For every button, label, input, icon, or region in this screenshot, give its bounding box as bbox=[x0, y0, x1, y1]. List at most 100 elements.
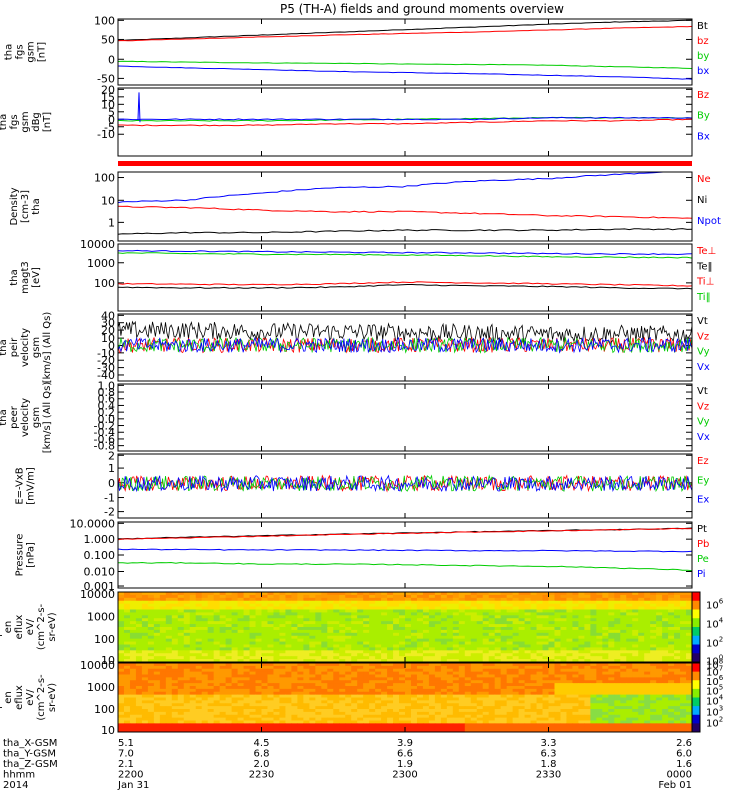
spectrogram-cell bbox=[584, 677, 591, 681]
spectrogram-cell bbox=[279, 592, 286, 596]
spectrogram-cell bbox=[524, 615, 532, 619]
spectrogram-cell bbox=[207, 711, 215, 716]
spectrogram-cell bbox=[500, 659, 508, 663]
spectrogram-cell bbox=[261, 720, 268, 724]
spectrogram-cell bbox=[506, 714, 514, 719]
spectrogram-cell bbox=[572, 723, 579, 727]
spectrogram-cell bbox=[327, 635, 334, 640]
spectrogram-cell bbox=[620, 677, 627, 681]
spectrogram-cell bbox=[225, 694, 233, 698]
spectrogram-cell bbox=[590, 665, 597, 670]
data-lines bbox=[117, 474, 693, 493]
spectrogram-cell bbox=[668, 606, 675, 610]
spectrogram-cell bbox=[578, 615, 585, 619]
spectrogram-cell bbox=[339, 717, 346, 721]
spectrogram-cell bbox=[339, 592, 346, 596]
spectrogram-cell bbox=[387, 668, 394, 673]
spectrogram-cell bbox=[345, 683, 352, 687]
spectrogram-cell bbox=[440, 618, 448, 622]
spectrogram-cell bbox=[596, 600, 603, 605]
spectrogram-cell bbox=[596, 650, 603, 654]
spectrogram-cell bbox=[273, 647, 280, 651]
spectrogram-cell bbox=[219, 726, 227, 730]
spectrogram-cell bbox=[422, 711, 430, 716]
spectrogram-cell bbox=[416, 706, 424, 710]
spectrogram-cell bbox=[626, 720, 633, 724]
spectrogram-cell bbox=[434, 656, 442, 660]
spectrogram-cell bbox=[141, 597, 149, 602]
spectrogram-cell bbox=[231, 714, 239, 719]
spectrogram-cell bbox=[518, 680, 526, 684]
spectrogram-cell bbox=[674, 659, 681, 663]
spectrogram-cell bbox=[165, 668, 173, 673]
spectrogram-cell bbox=[506, 683, 514, 687]
spectrogram-cell bbox=[644, 656, 651, 660]
spectrogram-cell bbox=[422, 668, 430, 673]
spectrogram-cell bbox=[638, 671, 645, 675]
spectrogram-cell bbox=[428, 600, 436, 605]
spectrogram-cell bbox=[602, 627, 609, 631]
spectrogram-cell bbox=[506, 609, 514, 613]
spectrogram-cell bbox=[470, 677, 478, 681]
spectrogram-cell bbox=[135, 624, 143, 628]
spectrogram-cell bbox=[572, 688, 579, 693]
spectrogram-cell bbox=[381, 653, 388, 657]
spectrogram-cell bbox=[434, 726, 442, 730]
spectrogram-cell bbox=[261, 709, 268, 713]
spectrogram-cell bbox=[147, 680, 155, 684]
spectrogram-cell bbox=[524, 638, 532, 643]
spectrogram-cell bbox=[195, 647, 203, 651]
spectrogram-cell bbox=[129, 683, 137, 687]
spectrogram-cell bbox=[530, 638, 538, 643]
spectrogram-cell bbox=[297, 659, 304, 663]
spectrogram-cell bbox=[285, 677, 292, 681]
spectrogram-cell bbox=[410, 709, 418, 713]
spectrogram-cell bbox=[638, 688, 645, 693]
spectrogram-cell bbox=[428, 659, 436, 663]
spectrogram-cell bbox=[482, 700, 490, 704]
spectrogram-cell bbox=[303, 594, 310, 599]
spectrogram-cell bbox=[476, 686, 484, 690]
spectrogram-cell bbox=[644, 653, 651, 657]
spectrogram-cell bbox=[458, 624, 466, 628]
spectrogram-cell bbox=[255, 703, 262, 707]
spectrogram-cell bbox=[584, 638, 591, 643]
spectrogram-cell bbox=[399, 644, 406, 648]
spectrogram-cell bbox=[668, 726, 675, 730]
spectrogram-cell bbox=[405, 612, 412, 616]
spectrogram-cell bbox=[147, 641, 155, 645]
spectrogram-cell bbox=[177, 697, 185, 701]
spectrogram-cell bbox=[273, 723, 280, 727]
spectrogram-cell bbox=[458, 641, 466, 645]
spectrogram-cell bbox=[219, 629, 227, 634]
spectrogram-cell bbox=[644, 644, 651, 648]
spectrogram-cell bbox=[668, 680, 675, 684]
spectrogram-cell bbox=[381, 612, 388, 616]
spectrogram-cell bbox=[476, 663, 484, 667]
spectrogram-cell bbox=[506, 647, 514, 651]
spectrogram-cell bbox=[434, 603, 442, 608]
spectrogram-cell bbox=[428, 624, 436, 628]
spectrogram-cell bbox=[273, 691, 280, 696]
spectrogram-cell bbox=[602, 709, 609, 713]
spectrogram-cell bbox=[141, 686, 149, 690]
spectrogram-cell bbox=[680, 709, 687, 713]
spectrogram-cell bbox=[309, 635, 316, 640]
spectrogram-cell bbox=[500, 609, 508, 613]
spectrogram-cell bbox=[518, 624, 526, 628]
spectrogram-cell bbox=[387, 647, 394, 651]
spectrogram-cell bbox=[231, 674, 239, 678]
spectrogram-cell bbox=[351, 594, 358, 599]
spectrogram-cell bbox=[458, 609, 466, 613]
spectrogram-cell bbox=[219, 659, 227, 663]
spectrogram-cell bbox=[686, 703, 693, 707]
spectrogram-cell bbox=[315, 717, 322, 721]
spectrogram-cell bbox=[674, 677, 681, 681]
spectrogram-cell bbox=[530, 706, 538, 710]
spectrogram-cell bbox=[363, 663, 370, 667]
spectrogram-cell bbox=[476, 677, 484, 681]
spectrogram-cell bbox=[243, 703, 251, 707]
spectrogram-cell bbox=[464, 644, 472, 648]
spectrogram-cell bbox=[518, 697, 526, 701]
spectrogram-cell bbox=[608, 697, 615, 701]
